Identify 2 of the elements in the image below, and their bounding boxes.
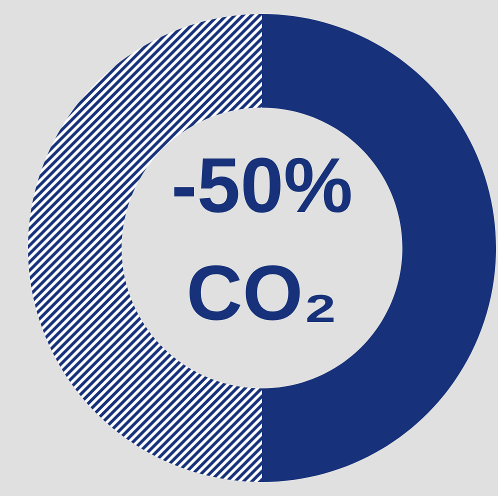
text: CO₂	[190, 265, 334, 322]
text: -50%	[174, 158, 351, 213]
